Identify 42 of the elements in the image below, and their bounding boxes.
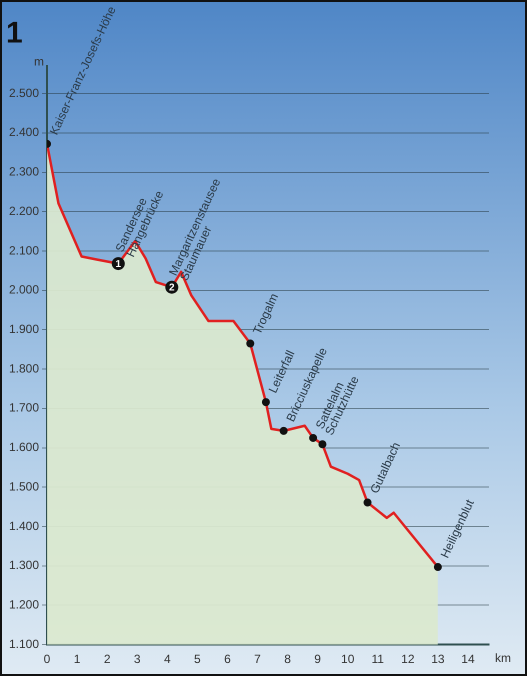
y-tick-label: 1.100 (9, 636, 40, 651)
point (309, 434, 318, 442)
y-tick-label: 2.000 (9, 282, 40, 297)
y-tick-label: 1.400 (9, 518, 40, 533)
x-tick-label: 1 (74, 652, 81, 666)
y-tick-label: 1.700 (9, 400, 40, 415)
x-tick-label: 8 (284, 652, 292, 666)
point (280, 426, 288, 435)
annotation: 2 (169, 282, 176, 294)
x-tick-label: 7 (254, 652, 262, 666)
x-tick-label: 5 (194, 652, 202, 666)
annotation: 1 (116, 258, 122, 270)
x-tick-label: 0 (44, 652, 51, 666)
point (262, 398, 270, 406)
y-tick-label: 1.200 (9, 598, 40, 612)
x-tick-label: 9 (314, 652, 322, 666)
x-tick-label: 14 (461, 652, 475, 666)
y-tick-label: 1.600 (9, 440, 40, 454)
x-tick-label: 4 (164, 652, 171, 666)
point (364, 498, 372, 507)
x-tick-label: 13 (431, 652, 445, 666)
y-tick-label: 1.500 (9, 479, 40, 494)
point (434, 563, 442, 572)
y-tick-label: 2.300 (9, 164, 40, 179)
x-tick-label: 3 (134, 652, 141, 666)
x-axis-title: km (495, 650, 511, 665)
y-tick-label: 1.900 (9, 322, 40, 336)
y-axis-title: m (34, 54, 44, 68)
x-tick-label: 2 (104, 652, 111, 666)
x-tick-label: 11 (372, 652, 384, 666)
point (246, 339, 254, 348)
x-tick-label: 6 (224, 652, 232, 666)
x-tick-label: 12 (401, 652, 415, 666)
y-tick-label: 2.400 (9, 125, 40, 140)
y-tick-label: 2.500 (9, 86, 40, 100)
y-tick-label: 1.300 (9, 558, 40, 572)
x-tick-label: 10 (341, 652, 355, 666)
chart-title: 1 (6, 16, 23, 50)
y-tick-label: 2.200 (9, 204, 40, 218)
point (318, 440, 326, 448)
y-tick-label: 1.800 (9, 361, 40, 376)
y-tick-label: 2.100 (9, 243, 40, 258)
